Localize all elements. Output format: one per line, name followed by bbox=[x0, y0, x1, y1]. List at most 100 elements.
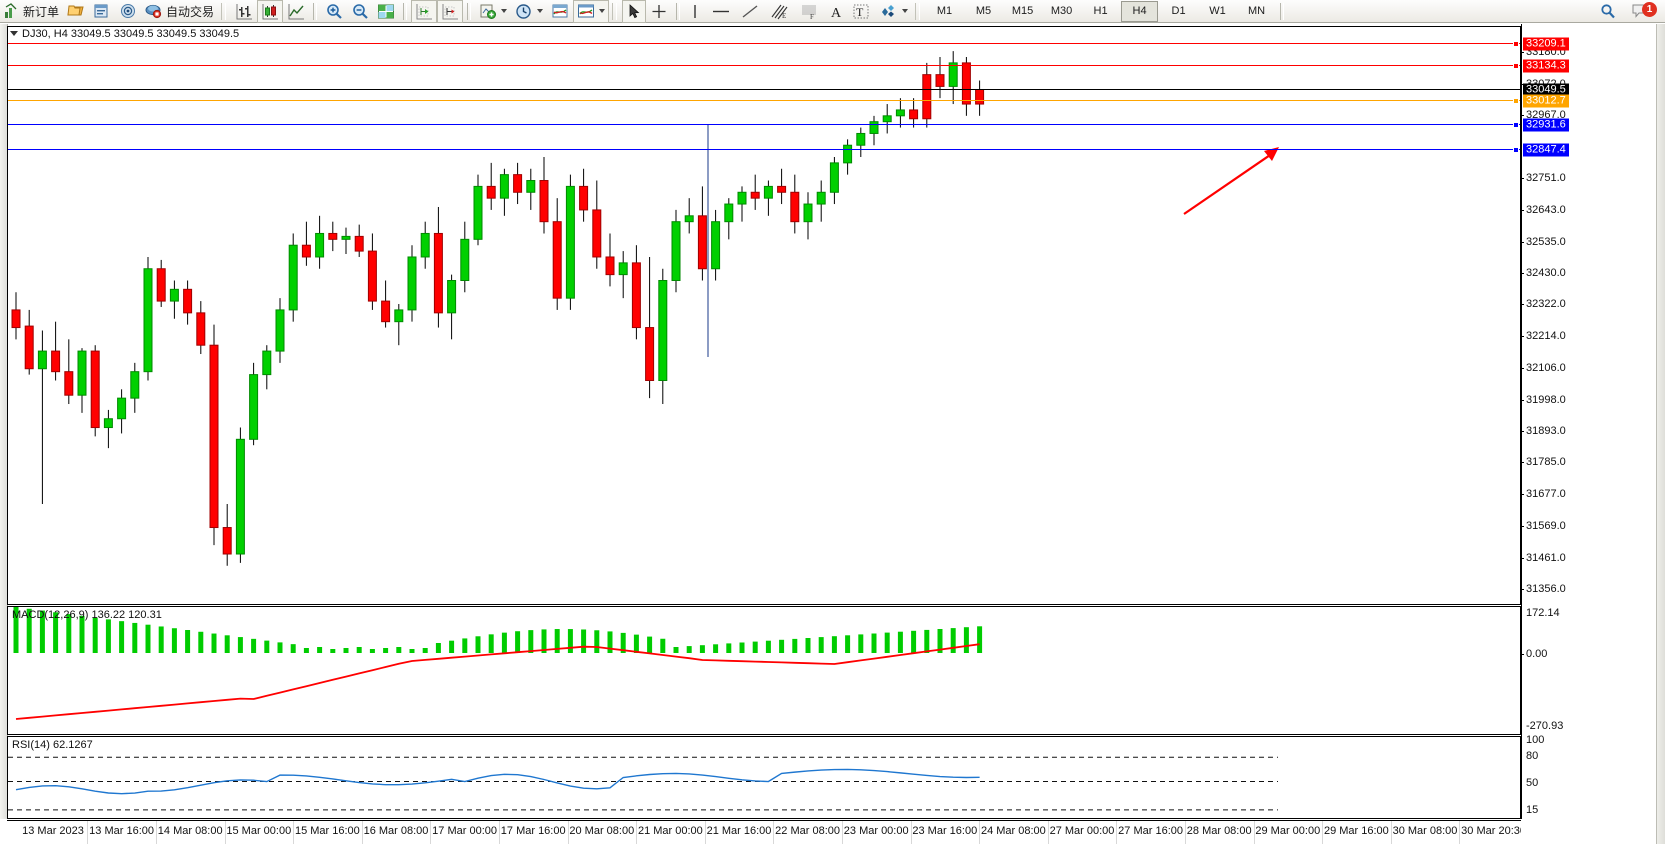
add-indicator-button[interactable] bbox=[475, 0, 511, 23]
macd-histogram-bar bbox=[607, 631, 613, 653]
candle bbox=[222, 527, 232, 555]
autotrade-button[interactable]: 自动交易 bbox=[141, 0, 218, 23]
macd-histogram-bar bbox=[158, 626, 164, 653]
text-label-button[interactable]: T bbox=[848, 0, 874, 23]
toolbar-grip-2[interactable] bbox=[612, 2, 618, 20]
shapes-caret-icon[interactable] bbox=[902, 9, 909, 13]
shapes-button[interactable] bbox=[874, 0, 912, 23]
tile-windows-button[interactable] bbox=[373, 0, 399, 23]
entry-level[interactable] bbox=[8, 98, 1520, 105]
fibonacci-button[interactable]: F bbox=[794, 0, 824, 23]
candle bbox=[51, 350, 61, 373]
search-button[interactable] bbox=[1595, 0, 1621, 23]
templates-button[interactable] bbox=[547, 0, 573, 23]
time-axis[interactable]: 13 Mar 2023 13 Mar 16:00 14 Mar 08:00 15 Ma… bbox=[7, 820, 1529, 844]
candle bbox=[922, 74, 932, 120]
period-button[interactable] bbox=[511, 0, 547, 23]
pointer-button[interactable] bbox=[622, 0, 647, 23]
candle bbox=[526, 180, 536, 193]
support-level-2-handle[interactable] bbox=[1513, 146, 1519, 153]
candle bbox=[301, 244, 311, 258]
candle bbox=[367, 250, 377, 302]
alerts-button[interactable]: 1 bbox=[1627, 0, 1661, 23]
auto-scroll-button[interactable] bbox=[437, 0, 464, 23]
time-tick: 28 Mar 08:00 bbox=[1186, 825, 1252, 837]
line-chart-button[interactable] bbox=[283, 0, 309, 23]
candle bbox=[169, 288, 179, 302]
rsi-pane[interactable]: RSI(14) 62.1267 bbox=[7, 736, 1521, 819]
candle bbox=[130, 371, 140, 399]
price-tick: 32643.0 bbox=[1526, 204, 1566, 217]
timeframe-m1[interactable]: M1 bbox=[936, 5, 953, 17]
macd-pane[interactable]: MACD(12,26,9) 136.22 120.31 bbox=[7, 606, 1521, 735]
text-button[interactable]: A bbox=[824, 0, 848, 23]
resistance-level-2-handle[interactable] bbox=[1513, 62, 1519, 69]
resistance-level-2-price-tag: 33134.3 bbox=[1523, 59, 1569, 73]
time-tick: 13 Mar 2023 bbox=[22, 825, 84, 837]
macd-histogram-bar bbox=[277, 642, 283, 653]
timeframe-w1[interactable]: W1 bbox=[1209, 5, 1226, 17]
current-price-level[interactable] bbox=[8, 89, 1520, 91]
signals-button[interactable] bbox=[115, 0, 141, 23]
period-caret-icon[interactable] bbox=[537, 9, 544, 13]
indicator-list-caret-icon[interactable] bbox=[599, 9, 606, 13]
text-icon: A bbox=[831, 6, 842, 20]
horizontal-line-button[interactable] bbox=[706, 0, 736, 23]
price-tickmark bbox=[1521, 83, 1524, 85]
candle bbox=[631, 262, 641, 329]
macd-histogram-bar bbox=[831, 636, 837, 653]
time-separator bbox=[773, 821, 775, 844]
support-level-1-price-tag: 32931.6 bbox=[1523, 118, 1569, 132]
symbol-dropdown-caret-icon[interactable] bbox=[10, 31, 18, 36]
right-scrollbar[interactable] bbox=[1656, 24, 1665, 844]
toolbar-grip-3[interactable] bbox=[915, 2, 921, 20]
toolbar-separator-2 bbox=[403, 2, 408, 20]
trendline-button[interactable] bbox=[736, 0, 764, 23]
candle bbox=[77, 350, 87, 396]
resistance-level-1[interactable] bbox=[8, 40, 1520, 47]
bar-chart-button[interactable] bbox=[231, 0, 257, 23]
price-axis[interactable]: 33209.1 33134.3 33049.5 33012.7 32931.6 32847… bbox=[1521, 26, 1665, 605]
time-tick: 13 Mar 16:00 bbox=[89, 825, 155, 837]
equidistant-channel-button[interactable]: E bbox=[764, 0, 794, 23]
candle bbox=[235, 438, 245, 555]
candle bbox=[711, 221, 721, 270]
macd-histogram-bar bbox=[92, 617, 98, 653]
macd-histogram-bar bbox=[937, 629, 943, 653]
svg-text:F: F bbox=[810, 13, 814, 20]
search-icon bbox=[1601, 3, 1615, 18]
crosshair-button[interactable] bbox=[646, 0, 672, 23]
resistance-level-1-handle[interactable] bbox=[1513, 40, 1519, 47]
resistance-level-2[interactable] bbox=[8, 62, 1520, 69]
candlestick-chart-button[interactable] bbox=[257, 0, 284, 23]
timeframe-h4[interactable]: H4 bbox=[1121, 0, 1159, 22]
new-order-button[interactable]: 新订单 bbox=[0, 0, 63, 23]
folder-button[interactable] bbox=[63, 0, 89, 23]
time-tick: 22 Mar 08:00 bbox=[775, 825, 841, 837]
zoom-out-button[interactable] bbox=[347, 0, 373, 23]
autotrade-label: 自动交易 bbox=[166, 4, 215, 19]
add-indicator-caret-icon[interactable] bbox=[501, 9, 508, 13]
shapes-icon bbox=[882, 4, 895, 17]
timeframe-h1[interactable]: H1 bbox=[1093, 5, 1108, 17]
toolbar-grip-1[interactable] bbox=[221, 2, 227, 20]
timeframe-m30[interactable]: M30 bbox=[1050, 5, 1073, 17]
timeframe-m5[interactable]: M5 bbox=[975, 5, 992, 17]
chart-shift-button[interactable] bbox=[411, 0, 438, 23]
indicator-list-button[interactable] bbox=[573, 0, 610, 23]
timeframe-d1[interactable]: D1 bbox=[1171, 5, 1186, 17]
timeframe-m15[interactable]: M15 bbox=[1011, 5, 1034, 17]
vertical-line-button[interactable] bbox=[684, 0, 706, 23]
indicator-list-icon bbox=[578, 4, 595, 17]
price-pane[interactable]: DJ30, H4 33049.5 33049.5 33049.5 33049.5 bbox=[7, 26, 1521, 605]
entry-level-handle[interactable] bbox=[1513, 98, 1519, 105]
support-level-1[interactable] bbox=[8, 122, 1520, 129]
price-tickmark bbox=[1521, 210, 1524, 212]
support-level-1-handle[interactable] bbox=[1513, 122, 1519, 129]
zoom-in-button[interactable] bbox=[321, 0, 347, 23]
timeframe-mn[interactable]: MN bbox=[1247, 5, 1266, 17]
data-window-button[interactable] bbox=[89, 0, 115, 23]
candle bbox=[513, 174, 523, 193]
candle bbox=[249, 374, 259, 440]
support-level-2[interactable] bbox=[8, 146, 1520, 153]
